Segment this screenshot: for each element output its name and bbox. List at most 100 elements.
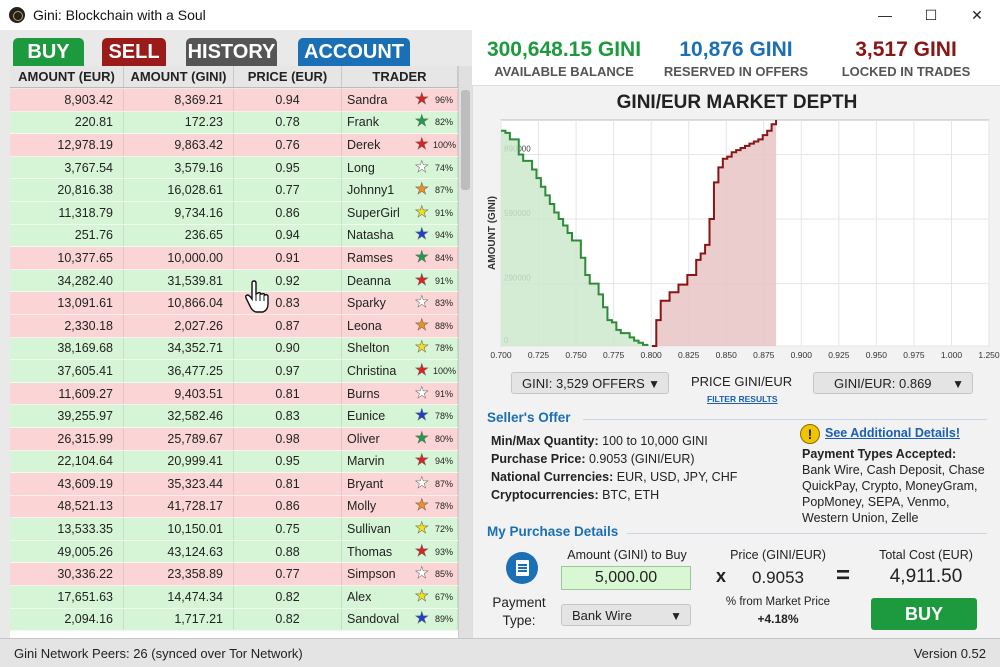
x-tick-label: 0.825 xyxy=(678,350,700,360)
cell-price: 0.98 xyxy=(234,427,342,450)
col-trader[interactable]: TRADER xyxy=(342,66,458,87)
payment-type-dropdown[interactable]: Bank Wire ▼ xyxy=(561,604,691,626)
trader-name: Simpson xyxy=(347,567,396,582)
rating-star-icon: ★ xyxy=(414,226,429,244)
table-row[interactable]: 8,903.42 8,369.21 0.94 Sandra ★ 96% xyxy=(10,89,458,112)
trader-rating: 67% xyxy=(434,591,453,602)
table-row[interactable]: 20,816.38 16,028.61 0.77 Johnny1 ★ 87% xyxy=(10,179,458,202)
cell-amount-eur: 220.81 xyxy=(10,111,124,134)
cell-amount-gini: 9,863.42 xyxy=(124,134,234,156)
cell-amount-eur: 30,336.22 xyxy=(10,563,124,586)
tab-sell[interactable]: SELL xyxy=(102,38,166,66)
cell-amount-gini: 23,358.89 xyxy=(124,563,234,586)
rating-star-icon: ★ xyxy=(414,248,429,266)
cell-price: 0.82 xyxy=(234,608,342,631)
rating-star-icon: ★ xyxy=(414,271,429,289)
table-row[interactable]: 43,609.19 35,323.44 0.81 Bryant ★ 87% xyxy=(10,473,458,496)
minimize-button[interactable]: — xyxy=(878,7,892,23)
cell-trader: Thomas ★ 93% xyxy=(342,540,458,563)
cell-trader: Alex ★ 67% xyxy=(342,586,458,608)
close-button[interactable]: ✕ xyxy=(971,6,983,23)
tab-account[interactable]: ACCOUNT xyxy=(298,38,410,66)
table-row[interactable]: 22,104.64 20,999.41 0.95 Marvin ★ 94% xyxy=(10,450,458,474)
table-row[interactable]: 26,315.99 25,789.67 0.98 Oliver ★ 80% xyxy=(10,427,458,451)
table-row[interactable]: 11,609.27 9,403.51 0.81 Burns ★ 91% xyxy=(10,382,458,406)
col-amount-gini[interactable]: AMOUNT (GINI) xyxy=(124,66,234,87)
tab-history[interactable]: HISTORY xyxy=(186,38,277,66)
cell-amount-gini: 9,403.51 xyxy=(124,382,234,405)
table-row[interactable]: 11,318.79 9,734.16 0.86 SuperGirl ★ 91% xyxy=(10,201,458,225)
table-row[interactable]: 30,336.22 23,358.89 0.77 Simpson ★ 85% xyxy=(10,563,458,587)
buy-button[interactable]: BUY xyxy=(871,598,977,630)
offers-table-header: AMOUNT (EUR) AMOUNT (GINI) PRICE (EUR) T… xyxy=(10,66,458,88)
col-price-eur[interactable]: PRICE (EUR) xyxy=(234,66,342,87)
table-row[interactable]: 34,282.40 31,539.81 0.92 Deanna ★ 91% xyxy=(10,269,458,293)
x-tick-label: 0.900 xyxy=(791,350,813,360)
rating-star-icon: ★ xyxy=(414,384,429,402)
x-tick-label: 0.875 xyxy=(753,350,775,360)
trader-rating: 91% xyxy=(434,388,453,399)
table-row[interactable]: 13,533.35 10,150.01 0.75 Sullivan ★ 72% xyxy=(10,518,458,541)
rating-star-icon: ★ xyxy=(414,565,429,583)
table-row[interactable]: 37,605.41 36,477.25 0.97 Christina ★ 100% xyxy=(10,360,458,383)
cell-amount-eur: 49,005.26 xyxy=(10,540,124,563)
trader-name: Oliver xyxy=(347,431,380,446)
table-row[interactable]: 2,330.18 2,027.26 0.87 Leona ★ 88% xyxy=(10,314,458,338)
amount-input[interactable]: 5,000.00 xyxy=(561,566,691,590)
cell-amount-gini: 10,150.01 xyxy=(124,518,234,540)
maximize-button[interactable]: ☐ xyxy=(924,6,938,23)
gini-logo-icon xyxy=(9,7,25,23)
cell-amount-eur: 8,903.42 xyxy=(10,89,124,111)
table-row[interactable]: 2,094.16 1,717.21 0.82 Sandoval ★ 89% xyxy=(10,608,458,632)
table-row[interactable]: 251.76 236.65 0.94 Natasha ★ 94% xyxy=(10,224,458,248)
trade-detail-panel: GINI/EUR MARKET DEPTH 0.700 0.725 0.750 0.7… xyxy=(472,86,1000,638)
rating-star-icon: ★ xyxy=(414,90,429,108)
table-row[interactable]: 39,255.97 32,582.46 0.83 Eunice ★ 78% xyxy=(10,405,458,428)
tab-buy[interactable]: BUY xyxy=(13,38,84,66)
cell-amount-eur: 251.76 xyxy=(10,224,124,247)
trader-rating: 87% xyxy=(434,185,453,196)
market-percent-value: +4.18% xyxy=(757,612,799,626)
table-row[interactable]: 12,978.19 9,863.42 0.76 Derek ★ 100% xyxy=(10,134,458,157)
cell-trader: Eunice ★ 78% xyxy=(342,405,458,427)
scrollbar-thumb[interactable] xyxy=(461,90,470,190)
trader-name: Marvin xyxy=(347,454,385,469)
rating-star-icon: ★ xyxy=(414,181,429,199)
table-row[interactable]: 17,651.63 14,474.34 0.82 Alex ★ 67% xyxy=(10,586,458,609)
table-row[interactable]: 49,005.26 43,124.63 0.88 Thomas ★ 93% xyxy=(10,540,458,564)
cell-amount-eur: 13,533.35 xyxy=(10,518,124,540)
trader-name: Thomas xyxy=(347,544,393,559)
rating-star-icon: ★ xyxy=(414,520,429,538)
trader-rating: 87% xyxy=(434,478,453,489)
cell-price: 0.94 xyxy=(234,224,342,247)
table-row[interactable]: 10,377.65 10,000.00 0.91 Ramses ★ 84% xyxy=(10,247,458,270)
see-additional-details-link[interactable]: See Additional Details! xyxy=(825,426,960,440)
x-tick-label: 0.725 xyxy=(528,350,550,360)
col-amount-eur[interactable]: AMOUNT (EUR) xyxy=(10,66,124,87)
trader-rating: 100% xyxy=(433,139,457,150)
rating-star-icon: ★ xyxy=(414,452,429,470)
x-tick-label: 0.850 xyxy=(716,350,738,360)
trader-name: Sullivan xyxy=(347,522,391,537)
table-row[interactable]: 48,521.13 41,728.17 0.86 Molly ★ 78% xyxy=(10,495,458,519)
rating-star-icon: ★ xyxy=(414,135,429,153)
table-row[interactable]: 220.81 172.23 0.78 Frank ★ 82% xyxy=(10,111,458,135)
market-depth-chart[interactable]: 0.700 0.725 0.750 0.775 0.800 0.825 0.850 0.875… xyxy=(473,116,1000,368)
offers-scrollbar[interactable] xyxy=(458,66,472,638)
trader-name: Sandra xyxy=(347,92,388,107)
rating-star-icon: ★ xyxy=(414,474,429,492)
table-row[interactable]: 13,091.61 10,866.04 0.83 Sparky ★ 83% xyxy=(10,292,458,315)
cell-price: 0.88 xyxy=(234,540,342,563)
cell-amount-gini: 8,369.21 xyxy=(124,89,234,111)
table-row[interactable]: 3,767.54 3,579.16 0.95 Long ★ 74% xyxy=(10,156,458,180)
min-max-quantity: Min/Max Quantity: 100 to 10,000 GINI xyxy=(491,434,708,448)
cell-amount-gini: 43,124.63 xyxy=(124,540,234,563)
table-row[interactable]: 38,169.68 34,352.71 0.90 Shelton ★ 78% xyxy=(10,337,458,361)
offers-dropdown[interactable]: GINI: 3,529 OFFERS ▼ xyxy=(511,372,669,394)
available-balance: 300,648.15 GINI AVAILABLE BALANCE xyxy=(486,38,642,79)
cell-price: 0.92 xyxy=(234,269,342,292)
filter-results-link[interactable]: FILTER RESULTS xyxy=(707,394,778,404)
pair-rate-dropdown[interactable]: GINI/EUR: 0.869 ▼ xyxy=(813,372,973,394)
payment-type-label: Payment Type: xyxy=(492,595,546,628)
cell-trader: Bryant ★ 87% xyxy=(342,473,458,495)
